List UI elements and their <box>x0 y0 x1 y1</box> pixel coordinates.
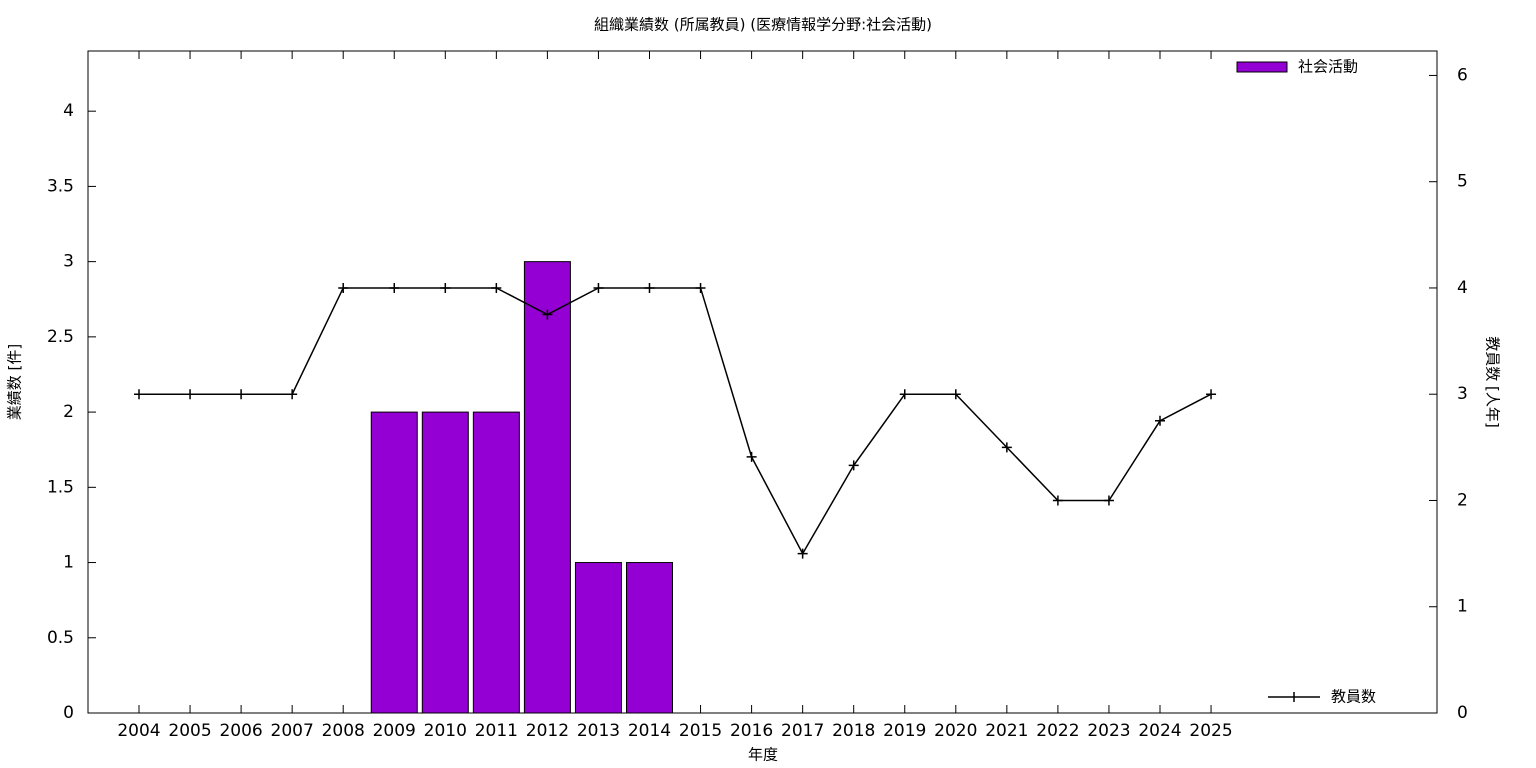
legend-label: 教員数 <box>1331 688 1376 706</box>
y-axis-label: 業績数 [件] <box>6 344 24 420</box>
point-marker <box>1001 442 1012 453</box>
x-tick-label: 2023 <box>1087 721 1130 741</box>
x-tick-label: 2014 <box>628 721 671 741</box>
y2-tick-label: 1 <box>1457 597 1468 617</box>
y-tick-label: 1.5 <box>47 477 74 497</box>
x-tick-label: 2012 <box>526 721 569 741</box>
x-tick-label: 2015 <box>679 721 722 741</box>
bar <box>370 411 418 714</box>
x-tick-label: 2024 <box>1138 721 1181 741</box>
point-marker <box>695 282 706 293</box>
y2-tick-label: 3 <box>1457 384 1468 404</box>
y-tick-label: 2 <box>63 402 74 422</box>
y2-tick-label: 5 <box>1457 172 1468 192</box>
x-tick-label: 2006 <box>219 721 262 741</box>
point-marker <box>287 389 298 400</box>
point-marker <box>389 282 400 293</box>
y-tick-label: 2.5 <box>47 327 74 347</box>
bar <box>574 562 622 714</box>
point-marker <box>338 282 349 293</box>
point-marker <box>542 309 553 320</box>
legend-swatch <box>1236 61 1288 73</box>
point-marker <box>797 548 808 559</box>
bar <box>523 261 571 714</box>
y2-tick-label: 2 <box>1457 490 1468 510</box>
x-tick-label: 2009 <box>373 721 416 741</box>
x-tick-label: 2007 <box>271 721 314 741</box>
chart-title: 組織業績数 (所属教員) (医療情報学分野:社会活動) <box>594 16 932 34</box>
x-tick-label: 2022 <box>1036 721 1079 741</box>
legend-line <box>1268 692 1320 702</box>
point-marker <box>491 282 502 293</box>
y-tick-label: 0.5 <box>47 628 74 648</box>
point-marker <box>746 451 757 462</box>
x-tick-label: 2013 <box>577 721 620 741</box>
x-tick-label: 2019 <box>883 721 926 741</box>
bar <box>626 562 673 714</box>
point-marker <box>848 460 859 471</box>
y2-tick-label: 6 <box>1457 65 1468 85</box>
y-tick-label: 3 <box>63 252 74 272</box>
y-tick-label: 1 <box>63 553 74 573</box>
y-tick-label: 0 <box>63 703 74 723</box>
x-axis-label: 年度 <box>748 746 778 764</box>
x-tick-label: 2025 <box>1189 721 1232 741</box>
point-marker <box>899 389 910 400</box>
point-marker <box>644 282 655 293</box>
y2-tick-label: 4 <box>1457 278 1468 298</box>
y2-tick-label: 0 <box>1457 703 1468 723</box>
x-tick-label: 2004 <box>117 721 160 741</box>
point-marker <box>1103 495 1114 506</box>
point-marker <box>1155 415 1165 426</box>
x-tick-label: 2020 <box>934 721 977 741</box>
bar <box>421 411 469 714</box>
x-tick-label: 2011 <box>475 721 518 741</box>
point-marker <box>1206 389 1217 400</box>
x-tick-label: 2016 <box>730 721 773 741</box>
point-marker <box>440 282 451 293</box>
y2-axis-label: 教員数 [人年] <box>1484 336 1502 427</box>
x-tick-label: 2008 <box>322 721 365 741</box>
point-marker <box>1052 495 1063 506</box>
line <box>139 287 1212 556</box>
plot-frame <box>87 50 1438 714</box>
point-marker <box>134 389 144 400</box>
x-tick-label: 2005 <box>168 721 211 741</box>
y-tick-label: 3.5 <box>47 176 74 196</box>
point-marker <box>950 389 961 400</box>
legend-label: 社会活動 <box>1298 58 1358 76</box>
x-tick-label: 2021 <box>985 721 1028 741</box>
point-marker <box>593 282 604 293</box>
point-marker <box>185 389 196 400</box>
x-tick-label: 2017 <box>781 721 824 741</box>
point-marker <box>236 389 247 400</box>
bar <box>472 411 520 714</box>
x-tick-label: 2010 <box>424 721 467 741</box>
x-tick-label: 2018 <box>832 721 875 741</box>
y-tick-label: 4 <box>63 101 74 121</box>
